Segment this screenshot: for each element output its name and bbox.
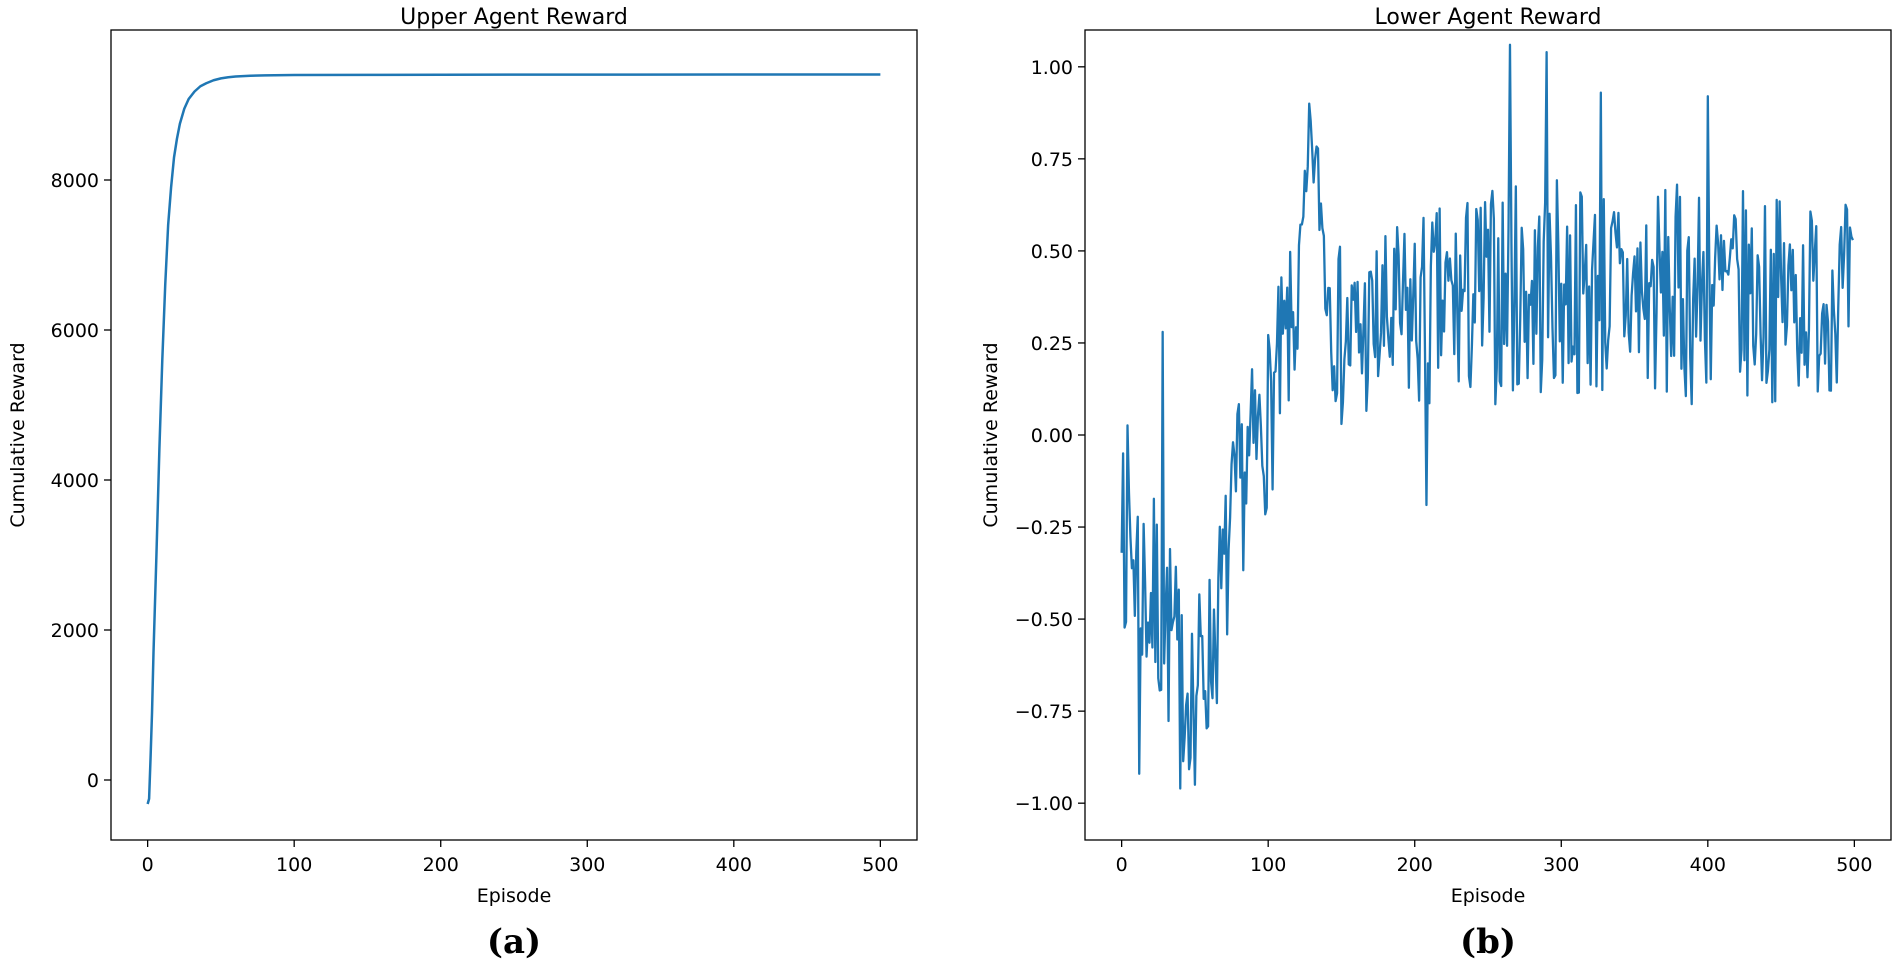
plot-frame	[110, 29, 918, 841]
upper-agent-reward-chart: Upper Agent Reward 0 100 200 300 400 500 0 200…	[7, 5, 918, 962]
x-tick-label: 300	[569, 854, 605, 876]
x-axis-label: Episode	[477, 885, 552, 907]
y-tick-label: 6000	[51, 320, 99, 342]
series-line-upper-agent-reward	[146, 73, 881, 805]
x-tick-label: 500	[862, 854, 898, 876]
x-tick-label: 100	[276, 854, 312, 876]
y-tick-label: −0.75	[1015, 701, 1073, 723]
panel-label-b: (b)	[1460, 922, 1516, 962]
y-tick-label: 0	[87, 770, 99, 792]
x-tick-label: 400	[716, 854, 752, 876]
y-tick-label: −0.25	[1015, 517, 1073, 539]
y-axis-ticks: −1.00 −0.75 −0.50 −0.25 0.00 0.25 0.50 0.75 1.00	[1015, 57, 1085, 815]
y-tick-label: 4000	[51, 470, 99, 492]
x-tick-label: 300	[1543, 854, 1579, 876]
x-tick-label: 100	[1250, 854, 1286, 876]
y-tick-label: −0.50	[1015, 609, 1073, 631]
chart-title: Lower Agent Reward	[1375, 5, 1602, 30]
y-tick-label: 2000	[51, 620, 99, 642]
x-tick-label: 400	[1690, 854, 1726, 876]
x-tick-label: 200	[423, 854, 459, 876]
x-tick-label: 0	[142, 854, 154, 876]
y-axis-label: Cumulative Reward	[980, 342, 1002, 527]
x-tick-label: 0	[1116, 854, 1128, 876]
y-axis-ticks: 0 2000 4000 6000 8000	[51, 170, 111, 792]
y-tick-label: 0.25	[1031, 333, 1073, 355]
panel-label-a: (a)	[487, 922, 541, 962]
x-axis-ticks: 0 100 200 300 400 500	[1116, 840, 1872, 876]
y-tick-label: 0.50	[1031, 241, 1073, 263]
series-line-lower-agent-reward	[1120, 43, 1854, 790]
x-axis-ticks: 0 100 200 300 400 500	[142, 840, 898, 876]
lower-agent-reward-chart: Lower Agent Reward 0 100 200 300 400 500 −1.0…	[980, 5, 1892, 962]
y-tick-label: 0.00	[1031, 425, 1073, 447]
y-tick-label: 8000	[51, 170, 99, 192]
y-tick-label: 1.00	[1031, 57, 1073, 79]
y-axis-label: Cumulative Reward	[7, 342, 29, 527]
y-tick-label: −1.00	[1015, 793, 1073, 815]
y-tick-label: 0.75	[1031, 149, 1073, 171]
x-tick-label: 200	[1397, 854, 1433, 876]
chart-title: Upper Agent Reward	[400, 5, 628, 30]
x-tick-label: 500	[1836, 854, 1872, 876]
x-axis-label: Episode	[1451, 885, 1526, 907]
